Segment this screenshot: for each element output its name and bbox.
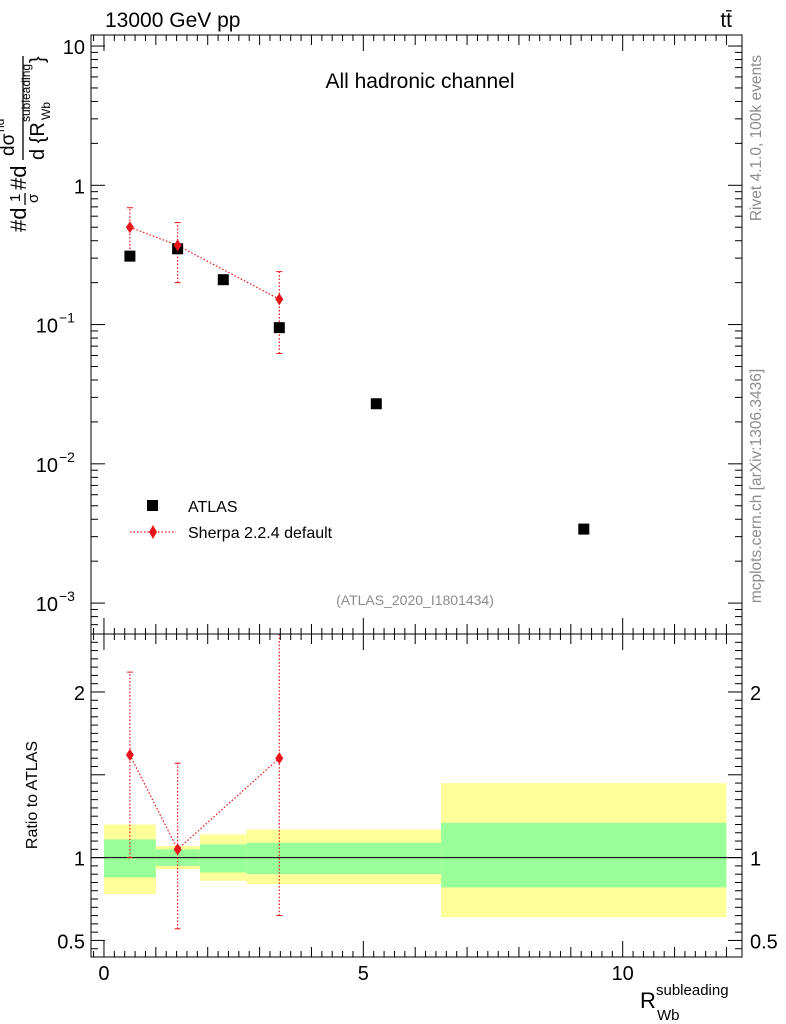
atlas-point xyxy=(273,322,285,334)
ratio-y-tick-label: 2 xyxy=(74,683,85,705)
sherpa-ratio-point xyxy=(173,843,182,856)
main-y-tick-exponent: −3 xyxy=(59,588,75,604)
legend-atlas-marker xyxy=(147,500,158,511)
x-tick-label: 0 xyxy=(98,963,109,985)
main-y-axis-label: #d 1 σ #d dσ nd d {R subleading Wb } xyxy=(0,56,53,232)
atlas-point xyxy=(578,523,590,535)
svg-text:subleading: subleading xyxy=(656,982,729,999)
svg-text:dσ: dσ xyxy=(0,133,19,156)
ratio-y-axis-label: Ratio to ATLAS xyxy=(24,741,41,849)
sherpa-point xyxy=(275,293,284,306)
atlas-point xyxy=(370,398,382,410)
inner-band xyxy=(199,844,247,873)
svg-text:#d: #d xyxy=(6,208,31,232)
main-y-tick-label: 10 xyxy=(63,37,85,59)
ratio-y-tick-label-right: 2 xyxy=(750,683,761,705)
legend-sherpa-label: Sherpa 2.2.4 default xyxy=(188,525,333,542)
atlas-point xyxy=(124,250,136,262)
inner-band xyxy=(441,822,727,888)
ratio-y-tick-label: 0.5 xyxy=(57,931,85,953)
main-y-tick-label: 10 xyxy=(36,316,58,338)
sherpa-point xyxy=(125,221,134,234)
svg-text:σ: σ xyxy=(25,193,42,203)
svg-text:nd: nd xyxy=(0,119,7,132)
sherpa-ratio-point xyxy=(125,748,134,761)
main-y-tick-exponent: −1 xyxy=(59,310,75,326)
inner-band xyxy=(103,839,156,878)
sherpa-point xyxy=(173,239,182,252)
svg-text:Wb: Wb xyxy=(657,1007,680,1024)
svg-text:}: } xyxy=(27,56,49,63)
inner-band xyxy=(246,842,442,875)
svg-text:#d: #d xyxy=(6,166,31,190)
main-y-tick-label: 1 xyxy=(74,176,85,198)
ratio-y-tick-label-right: 0.5 xyxy=(750,931,778,953)
chart-title: All hadronic channel xyxy=(325,70,514,93)
legend-atlas-label: ATLAS xyxy=(188,499,238,516)
main-y-tick-label: 10 xyxy=(36,594,58,616)
analysis-id: (ATLAS_2020_I1801434) xyxy=(336,592,494,608)
process-label: tt̄ xyxy=(720,9,732,32)
mcplots-label: mcplots.cern.ch [arXiv:1306.3436] xyxy=(748,369,765,603)
main-y-tick-label: 10 xyxy=(36,455,58,477)
main-y-tick-exponent: −2 xyxy=(59,449,75,465)
ratio-y-tick-label: 1 xyxy=(74,849,85,871)
ratio-panel: 2 2 1 1 0.5 0.5 Ratio to ATLAS xyxy=(24,633,778,958)
legend: ATLAS Sherpa 2.2.4 default xyxy=(130,499,333,542)
ratio-y-tick-label-right: 1 xyxy=(750,849,761,871)
sherpa-ratio-point xyxy=(275,752,284,765)
main-frame xyxy=(90,34,743,635)
legend-sherpa-marker xyxy=(149,525,157,539)
x-tick-label: 10 xyxy=(612,963,634,985)
atlas-point xyxy=(217,274,229,286)
svg-text:subleading: subleading xyxy=(19,64,33,122)
ratio-frame xyxy=(90,633,743,958)
svg-text:R: R xyxy=(640,988,656,1013)
svg-text:Wb: Wb xyxy=(39,102,53,120)
svg-text:d {R: d {R xyxy=(27,122,49,160)
x-tick-label: 5 xyxy=(358,963,369,985)
sherpa-line xyxy=(129,226,280,300)
rivet-label: Rivet 4.1.0, 100k events xyxy=(748,55,765,222)
x-axis-label: R subleading Wb xyxy=(640,982,729,1024)
energy-label: 13000 GeV pp xyxy=(105,9,240,32)
svg-text:1: 1 xyxy=(7,194,24,202)
